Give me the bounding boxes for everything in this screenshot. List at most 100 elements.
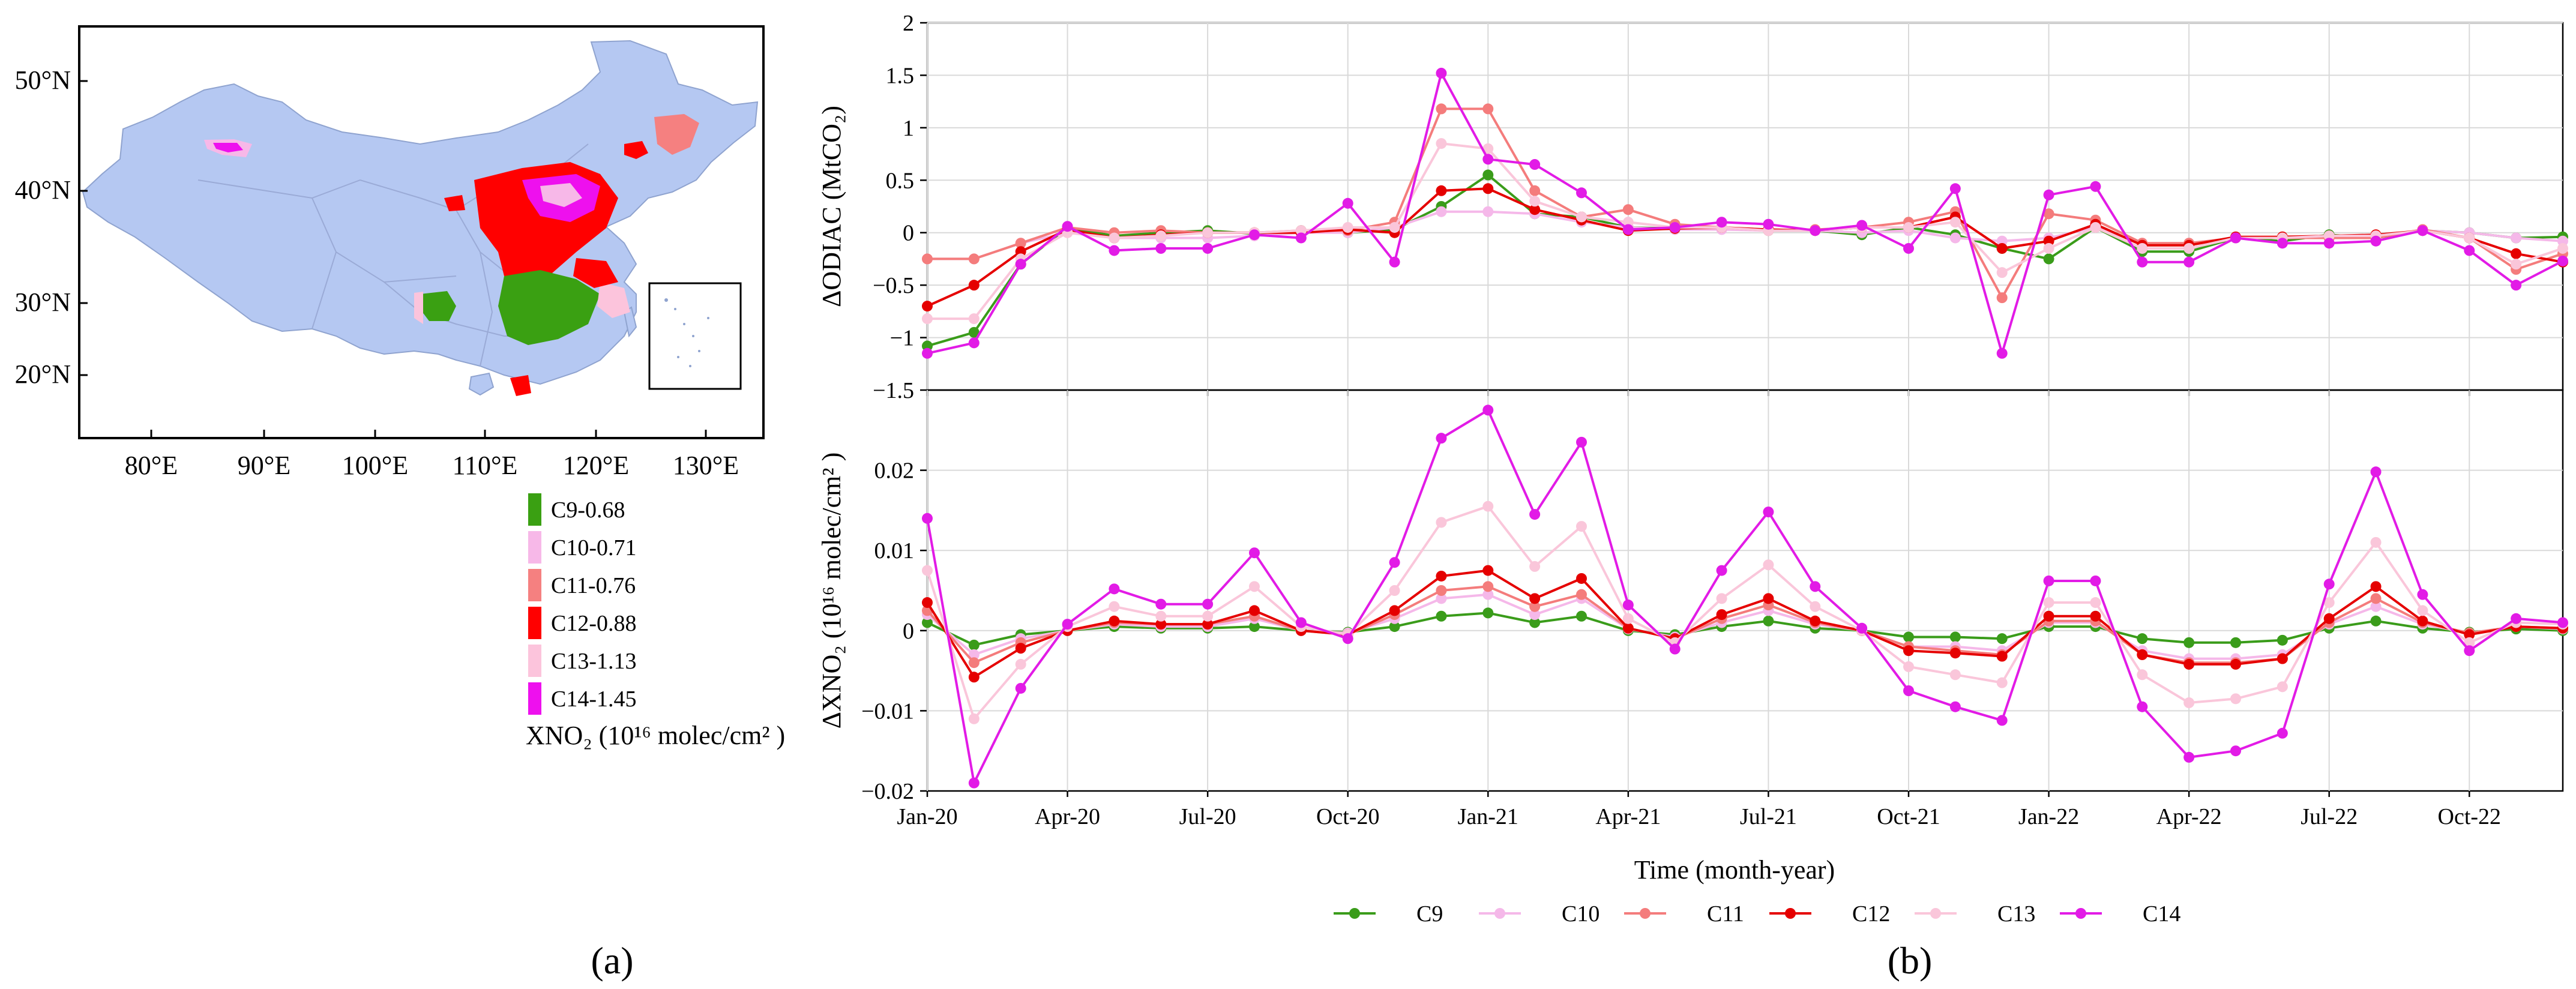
x-tick-label: Oct-20 [1316,804,1380,829]
series-line-c12 [926,569,2563,679]
data-point-c14 [2557,617,2568,628]
data-point-c14 [968,337,980,349]
data-point-c11 [1996,292,2008,304]
data-point-c12 [1996,651,2008,662]
panel-b-label: (b) [1888,939,1933,982]
data-point-c14 [2137,701,2148,712]
data-point-c14 [1155,242,1167,254]
legend-swatch-c9 [528,493,541,526]
data-point-c12 [2090,610,2101,622]
data-point-c14 [1109,583,1120,595]
data-point-c13 [1109,601,1120,612]
data-point-c14 [1342,633,1353,645]
data-point-c13 [1482,143,1494,154]
data-point-c10 [1529,609,1541,621]
data-point-c14 [1576,187,1587,199]
data-point-c9 [1482,607,1494,619]
data-point-c11 [1622,204,1634,215]
data-point-c9 [1249,621,1260,633]
data-point-c13 [1202,227,1214,238]
map-lon-ticks: 80°E 90°E 100°E 110°E 120°E 130°E [125,430,739,480]
data-point-c14 [1202,242,1214,254]
legend-label: C9 [1416,901,1443,927]
data-point-c11 [1015,238,1026,249]
data-point-c14 [2511,613,2522,624]
data-point-c14 [922,513,933,524]
data-point-c14 [1062,221,1073,232]
data-point-c14 [1669,221,1681,233]
data-point-c12 [1716,609,1727,621]
data-point-c14 [1015,259,1026,270]
y-axis-label: ΔXNO₂ (10¹⁶ molec/cm² ) [817,452,846,729]
series-line-c14 [926,409,2563,784]
data-point-c14 [1529,159,1541,170]
data-point-c12 [2370,581,2382,592]
plot-frame [926,22,2564,391]
y-tick-label: 1.5 [886,63,915,88]
lon-tick-label: 90°E [238,451,290,480]
data-point-c12 [2464,629,2475,640]
data-point-c14 [1903,685,1914,696]
legend-item-c14: C14 [2060,901,2180,927]
data-point-c12 [922,597,933,609]
y-tick-label: 1 [903,116,914,141]
data-point-c14 [1996,347,2008,359]
data-point-c9 [1436,610,1447,622]
data-point-c9 [968,326,980,338]
legend-marker [1785,908,1796,919]
data-point-c13 [1622,613,1634,624]
legend-label: C13 [1997,901,2035,927]
legend-label: C11 [1707,901,1744,927]
legend-marker [2075,908,2086,919]
data-point-c12 [1202,619,1214,630]
data-point-c14 [2417,589,2428,600]
lat-tick-label: 40°N [15,175,71,205]
data-point-c13 [2090,221,2101,233]
data-point-c13 [1155,230,1167,241]
data-point-c13 [1529,196,1541,207]
y-tick-label: 0.02 [874,458,915,484]
data-point-c14 [2043,575,2054,586]
data-point-c12 [1015,643,1026,654]
data-point-c12 [1529,204,1541,215]
data-point-c14 [1669,643,1681,655]
legend-label: C13-1.13 [551,649,637,674]
data-point-c13 [2137,669,2148,681]
data-point-c14 [922,347,933,359]
data-point-c11 [922,253,933,265]
data-point-c13 [1482,501,1494,512]
data-point-c13 [1109,232,1120,244]
data-point-c13 [1529,561,1541,572]
data-point-c12 [1249,605,1260,616]
data-point-c12 [1529,593,1541,604]
data-point-c14 [2557,255,2568,266]
data-point-c12 [1109,615,1120,627]
data-point-c14 [1716,565,1727,576]
y-tick-label: −0.5 [873,273,914,298]
data-point-c14 [1482,404,1494,416]
data-point-c10 [1482,206,1494,217]
data-point-c9 [1529,617,1541,628]
legend-marker [1930,908,1941,919]
cluster-c9-central [498,270,600,345]
data-point-c11 [1529,185,1541,196]
data-point-c12 [2511,248,2522,259]
data-point-c14 [968,777,980,789]
legend-item-c12: C12 [1769,901,1890,927]
data-point-c12 [1949,648,1961,659]
data-point-c13 [1389,221,1400,233]
lon-tick-label: 100°E [342,451,408,480]
data-point-c13 [1763,559,1774,571]
data-point-c14 [2230,232,2241,244]
data-point-c14 [2090,181,2101,192]
data-point-c14 [1949,183,1961,194]
data-point-c11 [1482,581,1494,592]
data-point-c14 [2370,466,2382,478]
legend-label: C12 [1852,901,1890,927]
data-point-c14 [2230,745,2241,757]
data-point-c10 [1949,232,1961,244]
data-point-c13 [1342,221,1353,233]
data-point-c9 [1482,169,1494,181]
legend-item-c11: C11 [1624,901,1744,927]
data-point-c14 [1716,217,1727,228]
